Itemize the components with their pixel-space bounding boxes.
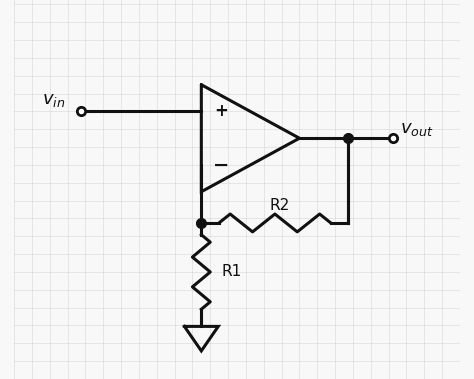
Text: R1: R1 (221, 265, 242, 279)
Text: $v_{out}$: $v_{out}$ (400, 120, 433, 138)
Text: −: − (213, 155, 229, 174)
Text: $v_{in}$: $v_{in}$ (42, 91, 65, 109)
Text: +: + (214, 102, 228, 121)
Text: R2: R2 (269, 199, 290, 213)
